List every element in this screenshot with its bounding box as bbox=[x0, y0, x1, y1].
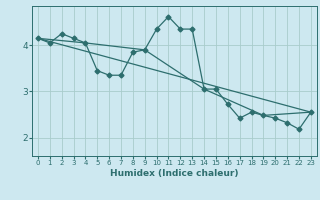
X-axis label: Humidex (Indice chaleur): Humidex (Indice chaleur) bbox=[110, 169, 239, 178]
